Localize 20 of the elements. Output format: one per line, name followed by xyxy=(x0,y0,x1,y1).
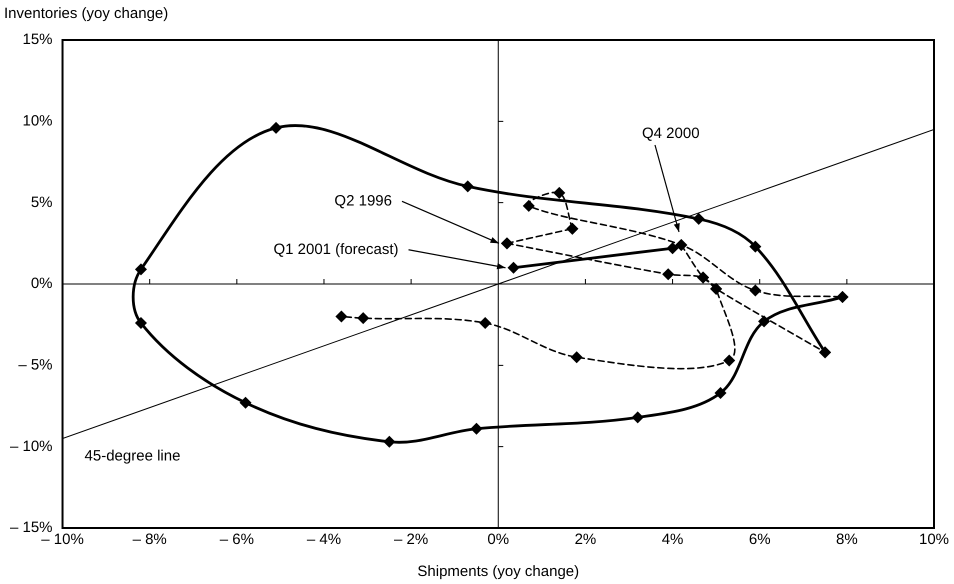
y-tick-label: – 10% xyxy=(10,438,53,455)
y-tick-label: 0% xyxy=(30,275,53,292)
y-tick-label: – 5% xyxy=(18,356,53,374)
x-tick-label: – 2% xyxy=(394,531,428,548)
annotation: 45-degree line xyxy=(84,448,180,465)
y-tick-label: 10% xyxy=(22,112,53,130)
x-tick-label: 6% xyxy=(748,531,771,548)
y-axis-title: Inventories (yoy change) xyxy=(4,5,168,22)
x-tick-label: 2% xyxy=(574,531,596,548)
x-tick-label: 8% xyxy=(836,531,858,548)
y-tick-label: 15% xyxy=(22,31,53,48)
x-tick-label: 4% xyxy=(662,531,684,548)
x-tick-label: – 8% xyxy=(132,531,167,548)
y-tick-label: 5% xyxy=(30,194,53,211)
x-tick-label: – 4% xyxy=(306,531,342,548)
y-tick-label: – 15% xyxy=(10,519,53,536)
x-axis-title: Shipments (yoy change) xyxy=(417,563,580,580)
x-tick-label: – 6% xyxy=(220,531,254,548)
x-tick-label: 0% xyxy=(487,531,510,548)
x-tick-label: 10% xyxy=(918,531,950,548)
